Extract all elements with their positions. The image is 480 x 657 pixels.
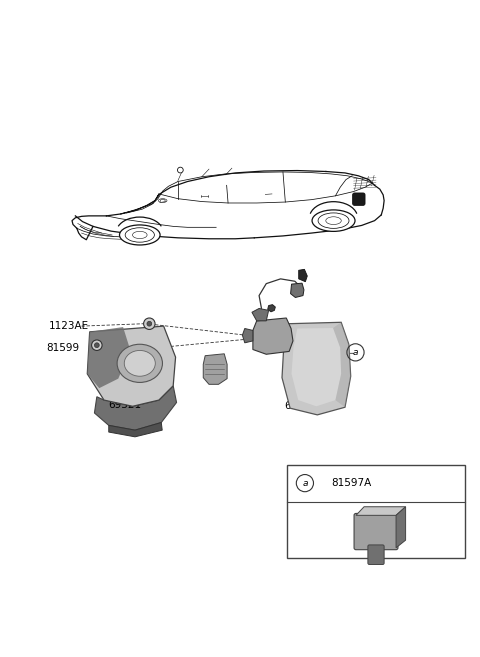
Text: a: a [302, 478, 308, 487]
Text: 81230G: 81230G [299, 336, 340, 346]
Polygon shape [396, 507, 406, 548]
Polygon shape [356, 507, 406, 515]
Polygon shape [109, 422, 162, 437]
Polygon shape [203, 353, 227, 384]
Text: 81597A: 81597A [331, 478, 372, 488]
Polygon shape [299, 269, 307, 282]
Ellipse shape [312, 210, 355, 231]
Ellipse shape [120, 225, 160, 245]
Text: 1123AE: 1123AE [49, 321, 89, 331]
Ellipse shape [117, 344, 162, 382]
Circle shape [178, 167, 183, 173]
FancyBboxPatch shape [353, 193, 365, 206]
Text: 69510: 69510 [285, 401, 318, 411]
Text: 69521: 69521 [108, 400, 141, 410]
Text: 81599: 81599 [46, 342, 79, 353]
Polygon shape [290, 283, 304, 298]
Polygon shape [253, 318, 293, 354]
Circle shape [95, 343, 99, 348]
Polygon shape [242, 328, 253, 343]
Circle shape [144, 318, 155, 329]
Polygon shape [282, 323, 351, 415]
Polygon shape [160, 200, 166, 202]
FancyBboxPatch shape [368, 545, 384, 564]
Polygon shape [252, 308, 269, 321]
Text: a: a [353, 348, 358, 357]
Ellipse shape [124, 350, 156, 376]
Polygon shape [95, 386, 177, 430]
Polygon shape [291, 328, 341, 406]
Polygon shape [87, 327, 130, 388]
FancyBboxPatch shape [354, 513, 398, 550]
Polygon shape [333, 323, 351, 407]
Circle shape [92, 340, 102, 350]
Circle shape [147, 321, 152, 326]
Polygon shape [268, 305, 276, 312]
FancyBboxPatch shape [287, 464, 465, 558]
Polygon shape [87, 326, 176, 406]
